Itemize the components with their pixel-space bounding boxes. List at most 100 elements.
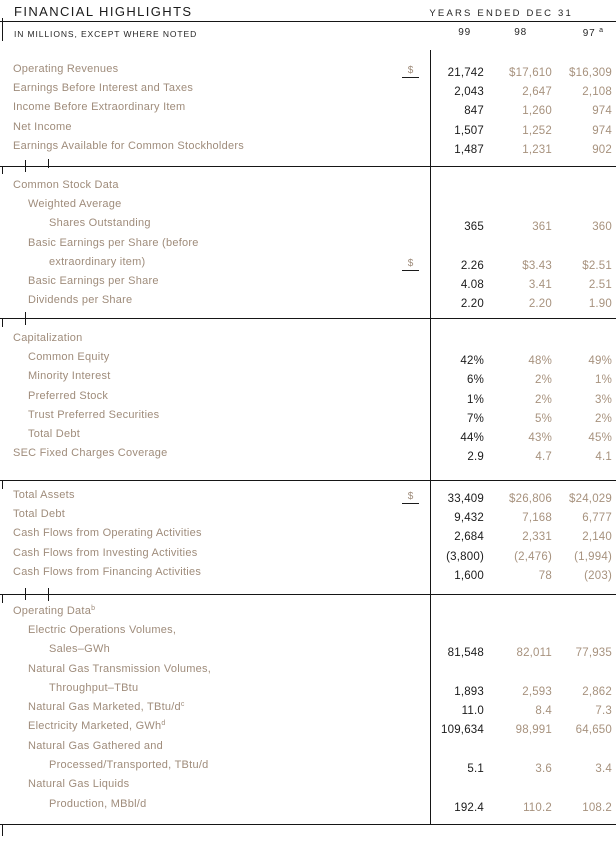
value-99: 1,600 <box>454 569 484 582</box>
row-values: 2.9 4.7 4.1 <box>429 448 612 467</box>
column-header-98: 98 <box>514 27 527 38</box>
value-99: 2.20 <box>460 298 484 311</box>
row-label-text: Capitalization <box>13 331 83 344</box>
row-label-text: Operating Data <box>13 604 92 617</box>
table-row: Common Stock Data <box>0 175 616 194</box>
tick-mark <box>2 166 3 174</box>
table-row: Cash Flows from Operating Activities 2,6… <box>0 524 616 543</box>
value-98: 5% <box>534 412 552 425</box>
value-97: 974 <box>592 105 612 118</box>
row-label: Income Before Extraordinary Item <box>0 101 185 113</box>
value-97: 45% <box>588 432 612 445</box>
footnote-marker-a: a <box>599 27 603 34</box>
value-97: 2.51 <box>588 279 612 292</box>
row-label-text: Minority Interest <box>28 370 111 383</box>
table-row: Basic Earnings per Share (before <box>0 233 616 252</box>
row-label-text: Basic Earnings per Share (before <box>28 236 199 249</box>
row-label: Trust Preferred Securities <box>0 409 159 421</box>
tick-mark <box>48 588 49 601</box>
row-label-text: Total Assets <box>13 488 75 501</box>
table-row: Trust Preferred Securities 7% 5% 2% <box>0 405 616 425</box>
row-label: Total Debt <box>0 428 80 440</box>
table-row: Total Assets $ 33,409 $26,806 $24,029 <box>0 485 616 505</box>
row-label-text: Operating Revenues <box>13 62 119 75</box>
value-97: $24,029 <box>569 492 612 505</box>
row-label: Basic Earnings per Share <box>0 275 159 287</box>
table-row: Total Debt 9,432 7,168 6,777 <box>0 504 616 524</box>
value-97: (1,994) <box>574 550 612 563</box>
row-label-text: Throughput–TBtu <box>49 681 139 694</box>
header-rule <box>0 21 616 22</box>
row-label-text: Shares Outstanding <box>49 217 151 230</box>
value-97: 2,862 <box>582 685 612 698</box>
row-values: 33,409 $26,806 $24,029 <box>429 489 612 508</box>
value-98: 2,593 <box>522 685 552 698</box>
row-label: Cash Flows from Investing Activities <box>0 547 197 559</box>
row-label-text: Natural Gas Gathered and <box>28 739 164 752</box>
value-98: 43% <box>528 432 552 445</box>
table-row: Processed/Transported, TBtu/d 5.1 3.6 3.… <box>0 755 616 775</box>
row-label-text: Common Stock Data <box>13 178 119 191</box>
row-label: Sales–GWh <box>0 643 110 655</box>
row-label: Common Equity <box>0 351 110 363</box>
table-row: Minority Interest 6% 2% 1% <box>0 367 616 386</box>
tick-mark <box>2 18 3 41</box>
row-values: 42% 48% 49% <box>429 351 612 370</box>
row-label: Operating Revenues <box>0 63 118 75</box>
section-common-stock-data: Common Stock Data Weighted Average Share… <box>0 166 616 318</box>
section-assets-cash-flows: Total Assets $ 33,409 $26,806 $24,029 To… <box>0 480 616 594</box>
value-99: 2.9 <box>467 451 484 464</box>
row-label: Cash Flows from Operating Activities <box>0 527 202 539</box>
value-97: 2% <box>594 412 612 425</box>
table-row: Earnings Available for Common Stockholde… <box>0 136 616 156</box>
value-98: 3.41 <box>528 279 552 292</box>
row-label-text: Cash Flows from Financing Activities <box>13 565 202 578</box>
value-97: 2,108 <box>582 85 612 98</box>
value-97: 1% <box>594 374 612 387</box>
value-97: 902 <box>592 143 612 156</box>
table-row: Sales–GWh 81,548 82,011 77,935 <box>0 640 616 659</box>
value-97: $2.51 <box>582 259 612 272</box>
row-label-text: Total Debt <box>13 507 66 520</box>
value-98: 2.20 <box>528 298 552 311</box>
value-99: 1,487 <box>454 143 484 156</box>
row-label-text: Net Income <box>13 120 72 133</box>
value-97: $16,309 <box>569 66 612 79</box>
value-98: 2% <box>534 393 552 406</box>
row-label-text: Earnings Before Interest and Taxes <box>13 81 194 94</box>
table-row: Net Income 1,507 1,252 974 <box>0 117 616 137</box>
row-label-text: Production, MBbl/d <box>49 797 147 810</box>
value-99: 5.1 <box>467 763 484 776</box>
row-label-text: Total Debt <box>28 428 81 441</box>
row-label-text: Earnings Available for Common Stockholde… <box>13 139 245 152</box>
row-values: 6% 2% 1% <box>429 371 612 390</box>
value-97: 77,935 <box>575 647 612 660</box>
column-divider-line <box>430 50 431 825</box>
row-values: 1,600 78 (203) <box>429 566 612 585</box>
value-98: 361 <box>532 221 552 234</box>
row-values: 2.20 2.20 1.90 <box>429 295 612 314</box>
value-97: 1.90 <box>588 298 612 311</box>
value-99: 109,634 <box>441 724 484 737</box>
value-98: 98,991 <box>515 724 552 737</box>
value-97: 3.4 <box>595 763 612 776</box>
row-label: Capitalization <box>0 332 83 344</box>
row-label-text: Natural Gas Transmission Volumes, <box>28 662 212 675</box>
value-98: 110.2 <box>523 801 552 814</box>
table-row: Income Before Extraordinary Item 847 1,2… <box>0 98 616 117</box>
row-values: 5.1 3.6 3.4 <box>429 759 612 778</box>
row-label-text: Income Before Extraordinary Item <box>13 101 186 114</box>
value-97: 108.2 <box>582 801 612 814</box>
row-label-text: Preferred Stock <box>28 389 109 402</box>
table-row: Shares Outstanding 365 361 360 <box>0 214 616 233</box>
row-label: Total Debt <box>0 508 65 520</box>
row-values: 1,893 2,593 2,862 <box>429 682 612 701</box>
row-label: extraordinary item) <box>0 256 145 268</box>
row-label: Production, MBbl/d <box>0 798 146 810</box>
table-row: extraordinary item) $ 2.26 $3.43 $2.51 <box>0 252 616 272</box>
value-99: 4.08 <box>460 279 484 292</box>
row-label: Natural Gas Transmission Volumes, <box>0 663 211 675</box>
value-97: 49% <box>588 354 612 367</box>
row-label: Electricity Marketed, GWhd <box>0 720 165 732</box>
